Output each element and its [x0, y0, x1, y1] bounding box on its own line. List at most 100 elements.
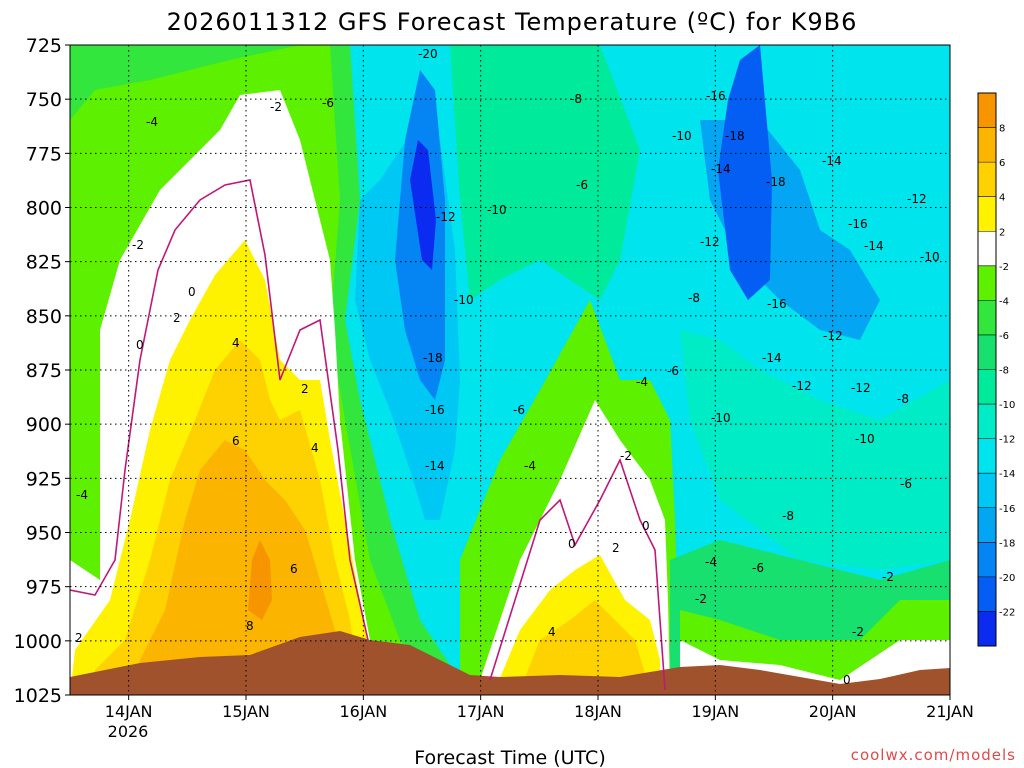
- contour-label-0: 0: [642, 519, 650, 533]
- y-tick-label: 850: [26, 306, 62, 328]
- colorbar-segment: [978, 369, 996, 405]
- contour-label-minus10: -10: [487, 203, 507, 217]
- contour-label-4: 4: [548, 625, 556, 639]
- x-tick-label: 15JAN: [222, 702, 270, 721]
- x-tick-label: 17JAN: [457, 702, 505, 721]
- contour-label-4: 4: [311, 441, 319, 455]
- x-tick-label: 19JAN: [691, 702, 739, 721]
- contour-label-2: 2: [301, 382, 309, 396]
- contour-label-minus10: -10: [920, 250, 940, 264]
- contour-label-minus6: -6: [576, 178, 588, 192]
- colorbar-segment: [978, 542, 996, 578]
- contour-fill-6-left: [130, 440, 350, 695]
- contour-label-minus10: -10: [454, 293, 474, 307]
- colorbar-label: -8: [999, 366, 1009, 377]
- x-year-label: 2026: [108, 722, 149, 741]
- colorbar-label: -6: [999, 331, 1009, 342]
- contour-label-minus16: -16: [706, 89, 726, 103]
- freezing-line: [70, 179, 666, 691]
- x-tick-label: 18JAN: [574, 702, 622, 721]
- ground-terrain: [70, 631, 950, 695]
- colorbar-label: 2: [999, 227, 1005, 238]
- x-tick-label: 16JAN: [339, 702, 387, 721]
- contour-fill-4-center: [520, 600, 650, 690]
- y-tick-label: 950: [26, 523, 62, 545]
- contour-label-minus6: -6: [752, 561, 764, 575]
- contour-label-minus8: -8: [897, 392, 909, 406]
- y-tick-label: 900: [26, 414, 62, 436]
- colorbar-segment: [978, 507, 996, 543]
- contour-label-minus16: -16: [767, 297, 787, 311]
- contour-label-2: 2: [612, 541, 620, 555]
- colorbar-label: -10: [999, 400, 1015, 411]
- contour-label-minus8: -8: [688, 291, 700, 305]
- y-tick-label: 1000: [14, 631, 62, 653]
- colorbar-label: -14: [999, 469, 1015, 480]
- contour-label-minus4: -4: [76, 488, 88, 502]
- colorbar-label: 8: [999, 124, 1005, 135]
- y-tick-label: 775: [26, 143, 62, 165]
- contour-label-minus4: -4: [146, 115, 158, 129]
- y-tick-label: 725: [26, 35, 62, 57]
- colorbar-segment: [978, 265, 996, 301]
- colorbar: 8 6 4 2 -2 -4 -6 -8 -10 -12 -14 -16 -18 -20 -22: [977, 92, 1015, 647]
- contour-label-0: 0: [188, 285, 196, 299]
- contour-label-minus8: -8: [570, 92, 582, 106]
- colorbar-label: 6: [999, 158, 1005, 169]
- contour-label-minus12: -12: [792, 379, 812, 393]
- contour-label-minus18: -18: [766, 175, 786, 189]
- contour-label-minus2: -2: [620, 449, 632, 463]
- contour-label-minus20: -20: [418, 47, 438, 61]
- colorbar-segment: [978, 162, 996, 198]
- contour-label-minus10: -10: [672, 129, 692, 143]
- contour-label-minus14: -14: [425, 459, 445, 473]
- colorbar-label: -4: [999, 296, 1009, 307]
- contour-label-minus18: -18: [423, 351, 443, 365]
- contour-label-minus10: -10: [711, 411, 731, 425]
- x-axis: 14JAN 15JAN 16JAN 17JAN 18JAN 19JAN 20JAN 21JAN: [105, 695, 974, 721]
- contour-label-minus2: -2: [882, 570, 894, 584]
- contour-label-2: 2: [173, 311, 181, 325]
- grid-lines: [70, 45, 950, 695]
- contour-label-minus2: -2: [270, 100, 282, 114]
- contour-label-minus4: -4: [705, 555, 717, 569]
- y-tick-label: 825: [26, 252, 62, 274]
- contour-label-6: 6: [232, 434, 240, 448]
- contour-label-minus16: -16: [848, 217, 868, 231]
- contour-label-6: 6: [290, 562, 298, 576]
- contour-label-minus12: -12: [851, 381, 871, 395]
- contour-fill-minus8-center: [450, 45, 640, 300]
- contour-label-minus14: -14: [711, 162, 731, 176]
- colorbar-label: -20: [999, 573, 1015, 584]
- colorbar-segment: [978, 611, 996, 647]
- contour-label-minus12: -12: [436, 210, 456, 224]
- contour-label-minus2: -2: [132, 238, 144, 252]
- colorbar-label: 4: [999, 193, 1005, 204]
- contour-labels: -20 -18 -18 -18 -16 -16 -16 -16 -14 -14 …: [75, 47, 940, 687]
- contour-label-minus18: -18: [725, 129, 745, 143]
- colorbar-segment: [978, 196, 996, 232]
- contour-label-minus4: -4: [636, 375, 648, 389]
- contour-label-minus6: -6: [667, 364, 679, 378]
- contour-fill-8-left: [248, 540, 272, 620]
- y-tick-label: 975: [26, 577, 62, 599]
- colorbar-segment: [978, 473, 996, 509]
- y-tick-label: 1025: [14, 685, 62, 707]
- plot-area: -20 -18 -18 -18 -16 -16 -16 -16 -14 -14 …: [70, 45, 950, 695]
- contour-label-4: 4: [232, 336, 240, 350]
- contour-label-minus6: -6: [322, 96, 334, 110]
- y-axis: 725 750 775 800 825 850 875 900 925 950 975 1000 102…: [14, 35, 70, 707]
- colorbar-segment: [978, 93, 996, 129]
- contour-label-0: 0: [136, 338, 144, 352]
- y-tick-label: 875: [26, 360, 62, 382]
- contour-label-minus2: -2: [852, 625, 864, 639]
- credit-label[interactable]: coolwx.com/models: [851, 746, 1016, 764]
- contour-label-minus14: -14: [762, 351, 782, 365]
- colorbar-segment: [978, 231, 996, 267]
- contour-label-2: 2: [75, 631, 83, 645]
- contour-label-minus8: -8: [782, 509, 794, 523]
- y-tick-label: 800: [26, 198, 62, 220]
- y-tick-label: 750: [26, 89, 62, 111]
- x-tick-label: 14JAN: [105, 702, 153, 721]
- colorbar-label: -2: [999, 262, 1009, 273]
